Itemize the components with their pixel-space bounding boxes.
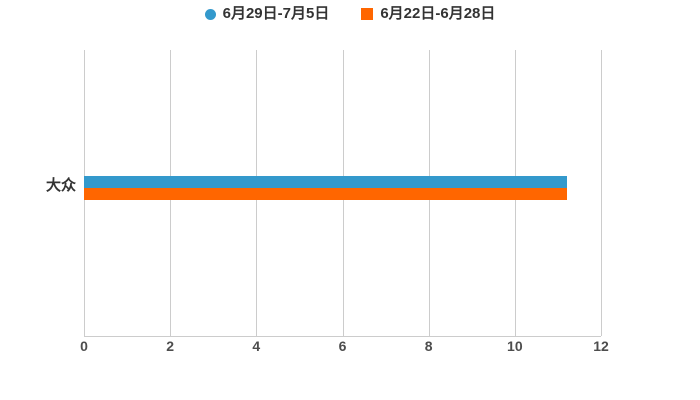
bar-current-week[interactable]	[84, 176, 567, 188]
legend: 6月29日-7月5日 6月22日-6月28日	[0, 4, 700, 24]
bar-previous-week[interactable]	[84, 188, 567, 200]
legend-item-jun22-jun28[interactable]: 6月22日-6月28日	[361, 5, 495, 23]
x-tick-label-12: 12	[593, 338, 609, 354]
x-tick-label-2: 2	[166, 338, 175, 354]
legend-square-marker-icon	[361, 8, 374, 20]
legend-item-label: 6月22日-6月28日	[380, 5, 496, 22]
x-axis-line	[84, 336, 601, 337]
x-tick-label-6: 6	[338, 338, 347, 354]
legend-item-label: 6月29日-7月5日	[222, 5, 330, 22]
x-tick-label-10: 10	[507, 338, 523, 354]
gridline-x-12	[601, 50, 602, 336]
legend-circle-marker-icon	[204, 8, 216, 20]
legend-item-jun29-jul5[interactable]: 6月29日-7月5日	[204, 5, 330, 23]
x-tick-label-4: 4	[252, 338, 261, 354]
x-tick-label-8: 8	[424, 338, 433, 354]
y-axis-category-label: 大众	[45, 177, 76, 194]
x-tick-label-0: 0	[80, 338, 88, 354]
